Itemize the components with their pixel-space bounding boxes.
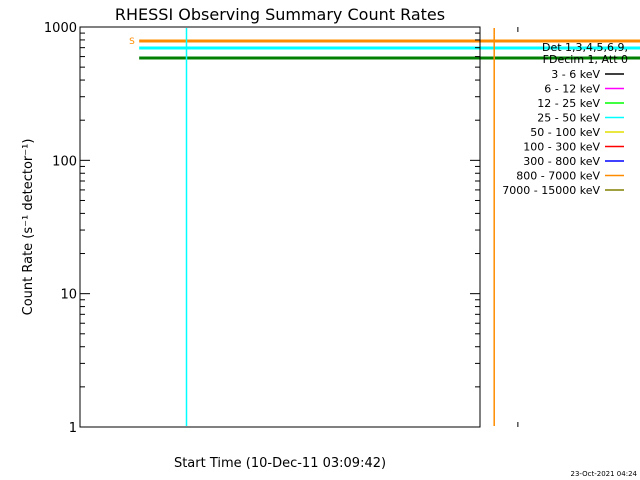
y-axis-label: Count Rate (s⁻¹ detector⁻¹) <box>21 139 36 316</box>
y-tick-label: 1000 <box>44 21 77 36</box>
chart-title: RHESSI Observing Summary Count Rates <box>115 5 445 24</box>
legend-entry-label: 12 - 25 keV <box>537 97 600 110</box>
flag-label: S <box>129 37 135 47</box>
vlines-layer <box>185 28 495 426</box>
y-tick-label: 100 <box>52 154 77 169</box>
y-tick-label: 1 <box>69 421 77 436</box>
legend-entry-label: 7000 - 15000 keV <box>502 184 600 197</box>
y-axis: 1 10 100 1000 <box>44 21 480 436</box>
legend: Det 1,3,4,5,6,9,FDecim 1, Att 0 3 - 6 keV… <box>502 41 628 197</box>
legend-header: Det 1,3,4,5,6,9, <box>542 41 628 54</box>
legend-entry-label: 25 - 50 keV <box>537 112 600 125</box>
plot-frame <box>79 26 481 428</box>
footer-timestamp: 23-Oct-2021 04:24 <box>571 470 638 478</box>
x-axis-label: Start Time (10-Dec-11 03:09:42) <box>174 456 386 471</box>
flags-layer: SNRD0RD6 <box>129 37 640 60</box>
legend-entry-label: 6 - 12 keV <box>544 83 600 96</box>
x-axis: 03:1503:3003:4504:0004:1504:3004:45 <box>517 27 519 427</box>
legend-entry-label: 300 - 800 keV <box>523 155 600 168</box>
y-tick-label: 10 <box>60 288 77 303</box>
legend-entry-label: 100 - 300 keV <box>523 141 600 154</box>
legend-entry-label: 800 - 7000 keV <box>516 170 600 183</box>
legend-entry-label: 50 - 100 keV <box>530 126 600 139</box>
legend-header: FDecim 1, Att 0 <box>543 53 628 66</box>
legend-entry-label: 3 - 6 keV <box>551 68 600 81</box>
